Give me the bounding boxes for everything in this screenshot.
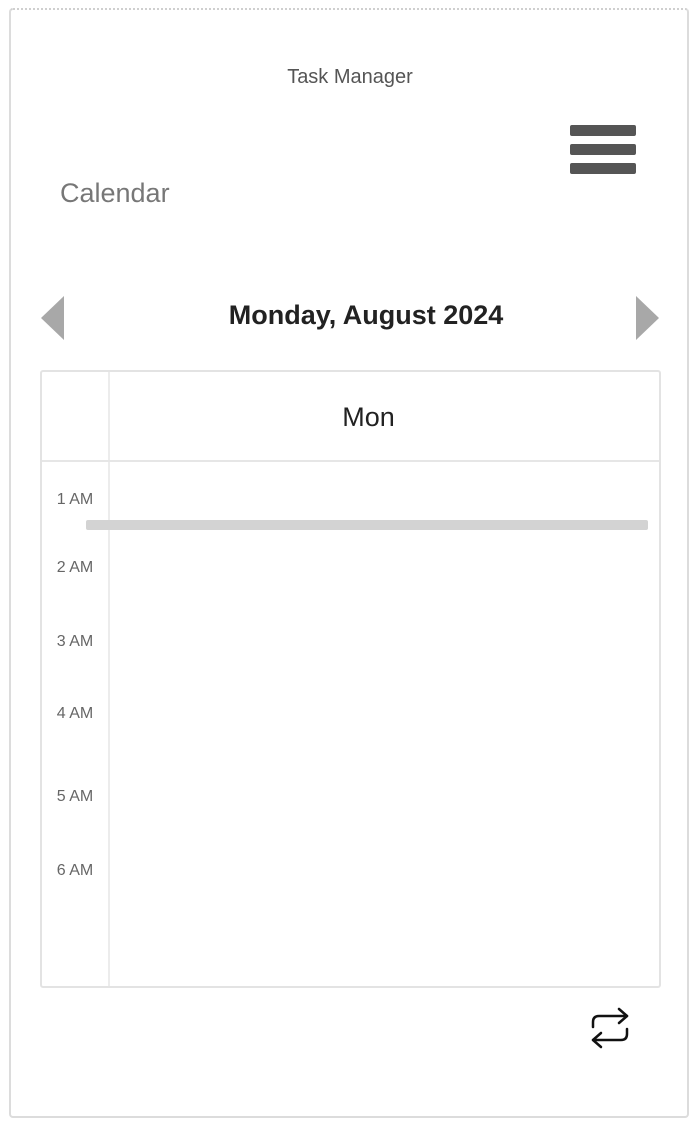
hour-label: 6 AM	[56, 862, 94, 879]
section-title: Calendar	[60, 178, 170, 208]
hour-label: 2 AM	[56, 559, 94, 576]
day-calendar[interactable]: Mon 1 AM 2 AM 3 AM 4 AM 5 AM 6 AM	[40, 370, 661, 988]
hour-label: 3 AM	[56, 633, 94, 650]
hour-label: 1 AM	[56, 491, 94, 508]
repeat-button[interactable]	[585, 1003, 635, 1053]
hamburger-bar	[570, 163, 636, 174]
previous-day-button[interactable]	[40, 295, 66, 341]
triangle-left-icon	[41, 296, 64, 340]
app-frame	[9, 8, 689, 1118]
next-day-button[interactable]	[634, 295, 660, 341]
header-divider	[42, 460, 659, 462]
hamburger-bar	[570, 144, 636, 155]
hamburger-menu-icon	[570, 125, 636, 136]
triangle-right-icon	[636, 296, 659, 340]
hour-label: 4 AM	[56, 705, 94, 722]
hour-label: 5 AM	[56, 788, 94, 805]
day-column-header: Mon	[342, 402, 395, 432]
app-title: Task Manager	[287, 66, 413, 88]
current-time-indicator	[86, 520, 648, 530]
time-gutter-divider	[108, 372, 110, 986]
menu-button[interactable]	[566, 122, 640, 178]
repeat-icon	[591, 1007, 629, 1049]
current-date-label: Monday, August 2024	[228, 300, 504, 330]
